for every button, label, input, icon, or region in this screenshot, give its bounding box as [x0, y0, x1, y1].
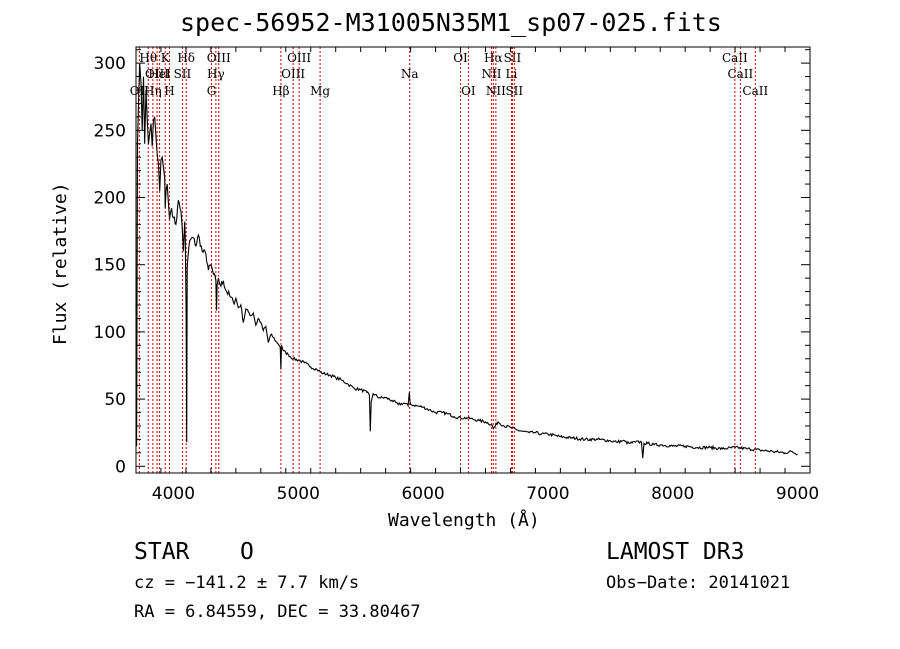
line-marker-layer: OIIHθOIIIHηHeIKHSIIHδGHγOIIIHβOIIIOIIIMg…: [130, 47, 768, 473]
redshift-text: cz = −141.2 ± 7.7 km/s: [134, 573, 360, 593]
line-marker-label: NII: [481, 67, 501, 81]
x-axis-label: Wavelength (Å): [388, 510, 540, 531]
line-marker-label: NII: [486, 84, 506, 98]
line-marker-label: OIII: [281, 67, 305, 81]
axes: 4000 5000 6000 7000 8000 9000 0 50 100 150 200 250 3…: [94, 46, 819, 504]
y-tick-label: 250: [94, 121, 126, 141]
x-tick-label: 5000: [277, 484, 320, 504]
line-marker-label: Hθ: [139, 51, 157, 65]
line-marker-label: OI: [453, 51, 468, 65]
y-tick-label: 0: [115, 457, 126, 477]
line-marker-label: OII: [130, 84, 150, 98]
line-marker-label: SII: [504, 51, 522, 65]
line-marker-label: OIII: [207, 51, 231, 65]
line-marker-label: OIII: [287, 51, 311, 65]
line-marker-label: Na: [401, 67, 419, 81]
x-tick-label: 7000: [526, 484, 569, 504]
survey-label: LAMOST DR3: [606, 539, 745, 565]
obs-date-text: Obs−Date: 20141021: [606, 573, 791, 593]
line-marker-label: H: [164, 84, 174, 98]
line-marker-label: Hδ: [177, 51, 195, 65]
line-marker-label: OI: [461, 84, 476, 98]
line-marker-label: CaII: [742, 84, 768, 98]
object-subclass: O: [240, 539, 254, 565]
line-marker-label: Li: [506, 67, 518, 81]
line-marker-label: CaII: [722, 51, 748, 65]
flux-series-layer: [135, 63, 798, 459]
line-marker-label: Hβ: [272, 84, 289, 98]
x-tick-label: 6000: [401, 484, 444, 504]
object-class: STAR: [134, 539, 190, 565]
line-marker-label: CaII: [727, 67, 753, 81]
y-tick-label: 150: [94, 256, 126, 276]
line-marker-label: Hγ: [207, 67, 225, 81]
line-marker-label: OIII: [145, 67, 169, 81]
line-marker-label: SII: [505, 84, 523, 98]
x-tick-label: 9000: [776, 484, 819, 504]
y-axis-label: Flux (relative): [50, 182, 71, 345]
line-marker-label: HeI: [148, 67, 171, 81]
y-tick-label: 50: [104, 390, 126, 410]
x-tick-label: 8000: [651, 484, 694, 504]
y-tick-label: 100: [94, 323, 126, 343]
flux-series-line: [135, 63, 798, 459]
y-tick-label: 200: [94, 189, 126, 209]
ra-dec-text: RA = 6.84559, DEC = 33.80467: [134, 602, 421, 622]
x-tick-label: 4000: [152, 484, 195, 504]
line-marker-label: G: [207, 84, 217, 98]
plot-frame: [135, 46, 811, 474]
line-marker-label: Mg: [310, 84, 330, 98]
line-marker-label: K: [161, 51, 171, 65]
line-marker-label: Hα: [484, 51, 503, 65]
line-marker-label: SII: [174, 67, 192, 81]
chart-title: spec-56952-M31005N35M1_sp07-025.fits: [180, 8, 722, 37]
line-marker-label: Hη: [144, 84, 162, 98]
y-tick-label: 300: [94, 54, 126, 74]
